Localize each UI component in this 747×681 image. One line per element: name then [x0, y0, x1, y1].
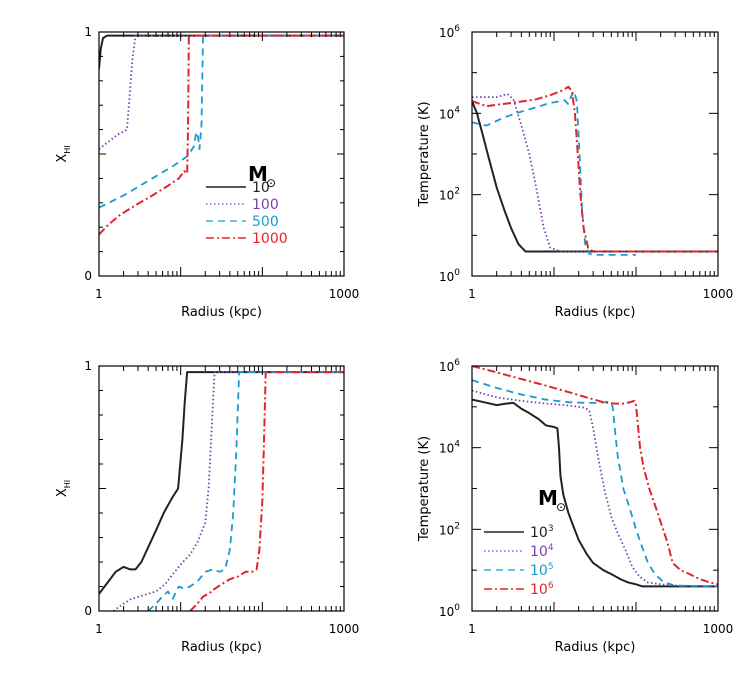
- y-tick-exponent: 2: [454, 521, 460, 531]
- y-tick-label: 102: [439, 187, 460, 203]
- series-line-1: [112, 371, 344, 611]
- x-tick-label: 1000: [703, 287, 734, 301]
- y-tick-exponent: 2: [454, 187, 460, 197]
- solar-symbol: ⊙: [266, 176, 276, 190]
- x-tick-label: 1: [468, 622, 476, 636]
- y-axis-label: XHI: [55, 480, 72, 497]
- legend-label-1: 100: [252, 197, 279, 213]
- x-tick-label: 1: [468, 287, 476, 301]
- series-line-2: [147, 371, 344, 611]
- y-tick-exponent: 4: [454, 105, 460, 115]
- plot-frame: [98, 365, 345, 612]
- y-tick-label: 106: [439, 358, 460, 374]
- legend-label-0: 10: [252, 180, 270, 196]
- series-line-2: [99, 34, 344, 209]
- legend-title: M: [248, 162, 268, 186]
- series-line-2: [472, 90, 636, 256]
- y-tick-label: 102: [439, 521, 460, 537]
- x-tick-label: 1000: [329, 622, 360, 636]
- y-tick-exponent: 4: [454, 440, 460, 450]
- y-tick-exponent: 6: [454, 358, 460, 368]
- y-tick-label: 104: [439, 440, 460, 456]
- plot-frame: [98, 31, 345, 277]
- series-line-2: [472, 379, 718, 588]
- legend-label-3: 106: [530, 581, 554, 598]
- y-axis-label: XHI: [55, 145, 72, 162]
- panel-bottom-right: 1 1000 Radius (kpc) 100 102 104 106 Temperature…: [417, 358, 733, 655]
- y-tick-label: 100: [439, 603, 460, 619]
- legend-label-2: 500: [252, 214, 279, 230]
- plot-frame: [471, 31, 719, 277]
- legend-mass-bottom: M ⊙ 103 104 105 106: [484, 486, 566, 598]
- x-axis-label: Radius (kpc): [181, 305, 262, 320]
- series-line-0: [99, 34, 344, 69]
- series-line-1: [472, 93, 718, 253]
- panel-top-right: 1 1000 Radius (kpc) 100 102 104 106 Temperature…: [417, 24, 733, 320]
- y-axis-label-subscript: HI: [63, 145, 72, 153]
- x-tick-label: 1: [95, 287, 103, 301]
- y-tick-label: 104: [439, 105, 460, 121]
- y-axis-label-subscript: HI: [63, 480, 72, 488]
- y-tick-label: 0: [84, 604, 92, 618]
- series-line-3: [99, 34, 344, 236]
- series-line-0: [99, 371, 344, 595]
- y-tick-exponent: 0: [454, 603, 460, 613]
- y-tick-exponent: 6: [454, 24, 460, 34]
- legend-title: M: [538, 486, 558, 510]
- y-tick-label: 1: [84, 25, 92, 39]
- legend-label-1: 104: [530, 543, 554, 560]
- y-tick-label: 1: [84, 359, 92, 373]
- series-line-0: [472, 100, 718, 253]
- x-tick-label: 1: [95, 622, 103, 636]
- series-line-3: [189, 371, 344, 611]
- x-axis-label: Radius (kpc): [555, 305, 636, 320]
- series-line-1: [99, 34, 344, 150]
- y-axis-label: Temperature (K): [417, 436, 432, 542]
- y-tick-label: 100: [439, 268, 460, 284]
- y-tick-label: 106: [439, 24, 460, 40]
- y-axis-label: Temperature (K): [417, 101, 432, 207]
- solar-symbol: ⊙: [556, 500, 566, 514]
- legend-label-3: 1000: [252, 231, 288, 247]
- y-tick-label: 0: [84, 269, 92, 283]
- series-line-0: [472, 398, 718, 588]
- series-line-3: [472, 85, 718, 253]
- y-tick-exponent: 0: [454, 268, 460, 278]
- series-line-3: [472, 366, 718, 586]
- x-tick-label: 1000: [703, 622, 734, 636]
- series-line-1: [472, 389, 718, 588]
- x-axis-label: Radius (kpc): [555, 640, 636, 655]
- legend-label-2: 105: [530, 562, 554, 579]
- legend-label-0: 103: [530, 524, 554, 541]
- x-tick-label: 1000: [329, 287, 360, 301]
- x-axis-label: Radius (kpc): [181, 640, 262, 655]
